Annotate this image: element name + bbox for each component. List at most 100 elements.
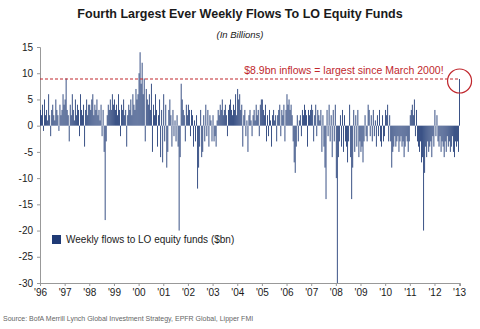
bar xyxy=(340,126,342,147)
bar xyxy=(453,126,455,157)
bar xyxy=(173,126,175,136)
bar xyxy=(225,115,227,125)
bar xyxy=(371,126,373,142)
bar xyxy=(167,126,169,152)
bar xyxy=(59,105,61,126)
bar xyxy=(250,120,252,125)
tick-label: '98 xyxy=(83,287,96,298)
bar xyxy=(208,126,210,147)
bar xyxy=(364,115,366,125)
bar xyxy=(414,126,416,136)
bar xyxy=(163,94,165,125)
bar xyxy=(79,126,81,136)
bar xyxy=(311,105,313,126)
bar xyxy=(291,115,293,125)
bars xyxy=(40,52,460,283)
tick-mark xyxy=(40,283,41,286)
bar xyxy=(283,105,285,126)
highlight-circle xyxy=(448,69,472,93)
bar xyxy=(300,126,302,136)
bar xyxy=(434,110,436,126)
bar xyxy=(156,110,158,126)
axis-line xyxy=(41,284,461,287)
plot: -30-25-20-15-10-5051015'96'97'98'99'00'0… xyxy=(19,42,472,298)
bar xyxy=(231,110,233,126)
bar xyxy=(44,99,46,125)
bar xyxy=(83,105,85,126)
tick-label: '01 xyxy=(157,287,170,298)
bar xyxy=(157,126,159,147)
chart: Fourth Largest Ever Weekly Flows To LO E… xyxy=(0,0,480,329)
bar xyxy=(433,126,435,147)
bar xyxy=(84,126,86,147)
bar xyxy=(104,126,106,220)
tick-label: '05 xyxy=(256,287,269,298)
tick: '00 xyxy=(133,283,146,298)
bar xyxy=(411,105,413,126)
bar xyxy=(313,126,315,142)
bar xyxy=(435,126,437,136)
tick-label: -15 xyxy=(19,199,34,210)
reference-line xyxy=(40,78,460,79)
bar xyxy=(436,115,438,125)
x-axis: '96'97'98'99'00'01'02'03'04'05'06'07'08'… xyxy=(34,283,467,298)
bar xyxy=(329,126,331,142)
bar xyxy=(125,110,127,126)
bar xyxy=(270,120,272,125)
tick-label: '06 xyxy=(281,287,294,298)
bar xyxy=(389,115,391,125)
bar xyxy=(160,126,162,157)
tick-mark xyxy=(37,231,40,232)
bar xyxy=(164,126,166,142)
tick-label: -20 xyxy=(19,225,34,236)
tick-label: '97 xyxy=(59,287,72,298)
bar xyxy=(294,126,296,173)
bar xyxy=(281,110,283,126)
bar xyxy=(421,126,423,163)
bar xyxy=(209,115,211,125)
bar xyxy=(194,120,196,125)
bar xyxy=(113,99,115,125)
bar xyxy=(237,89,239,126)
bar xyxy=(197,126,199,189)
bar xyxy=(342,110,344,126)
bar xyxy=(269,110,271,126)
bar xyxy=(203,115,205,125)
tick-mark xyxy=(361,283,362,286)
tick-label: 0 xyxy=(27,120,33,131)
bar xyxy=(403,126,405,157)
axis-line xyxy=(37,48,41,284)
bar xyxy=(290,105,292,126)
bar xyxy=(301,110,303,126)
tick-mark xyxy=(188,283,189,286)
bar xyxy=(320,110,322,126)
bar xyxy=(407,126,409,152)
bar xyxy=(257,110,259,126)
tick-mark xyxy=(139,283,140,286)
bar xyxy=(68,126,70,142)
bar xyxy=(339,115,341,125)
y-axis: -30-25-20-15-10-5051015 xyxy=(19,42,41,289)
bar xyxy=(86,99,88,125)
bar xyxy=(381,126,383,147)
tick: '08 xyxy=(330,283,343,298)
tick-label: '00 xyxy=(133,287,146,298)
bar xyxy=(315,105,317,126)
bar xyxy=(426,126,428,157)
bar xyxy=(204,126,206,142)
bar xyxy=(118,94,120,125)
bar xyxy=(271,126,273,147)
bar xyxy=(42,105,44,126)
bar xyxy=(377,126,379,136)
bar xyxy=(249,110,251,126)
bar xyxy=(69,105,71,126)
bar xyxy=(372,110,374,126)
bar xyxy=(187,105,189,126)
tick: '99 xyxy=(108,283,121,298)
tick-label: '11 xyxy=(404,287,417,298)
bar xyxy=(241,105,243,126)
bar xyxy=(105,126,107,142)
bar xyxy=(119,110,121,126)
bar xyxy=(67,115,69,125)
bar xyxy=(219,105,221,126)
